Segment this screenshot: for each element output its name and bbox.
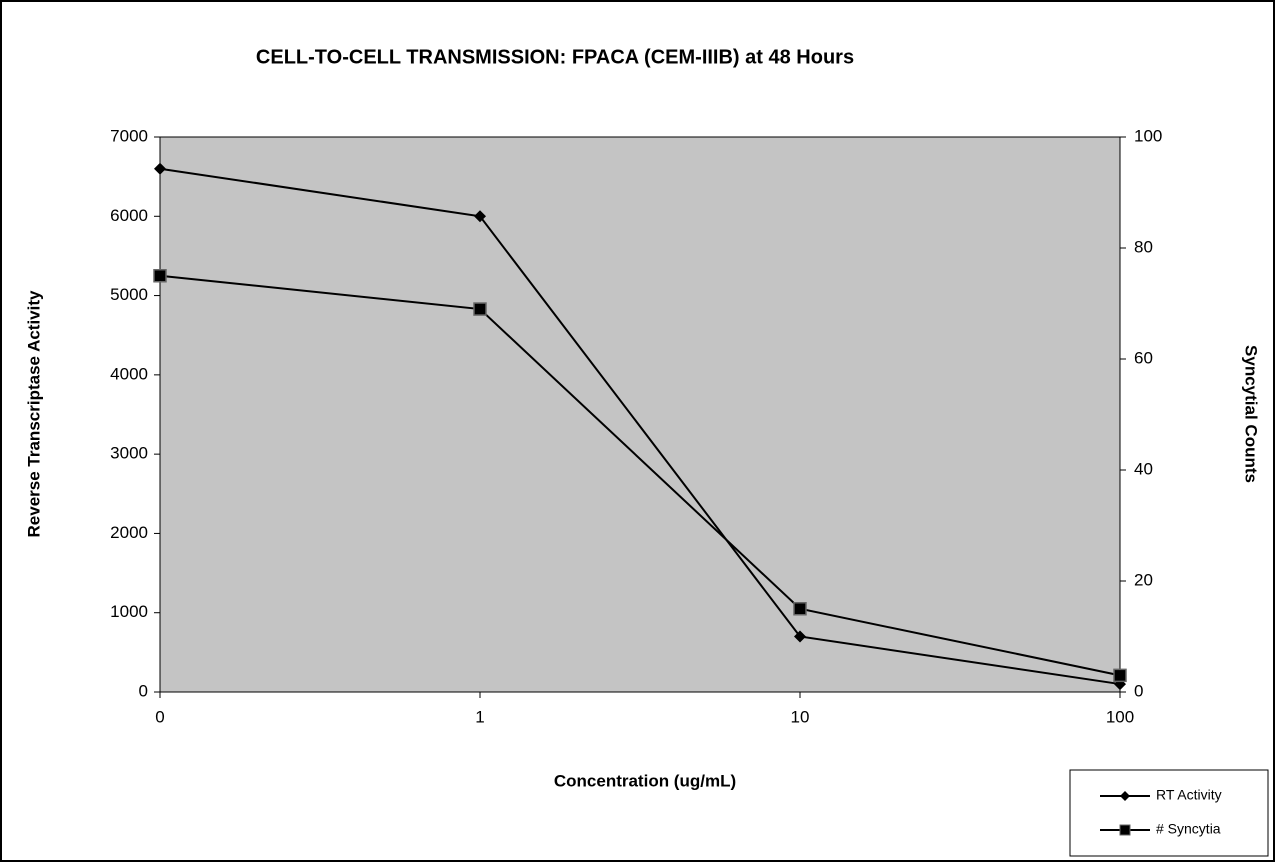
y2-axis-label: Syncytial Counts: [1242, 345, 1261, 483]
y-tick-label: 3000: [110, 444, 148, 463]
x-tick-label: 10: [791, 707, 810, 726]
data-point: [474, 210, 486, 223]
plot-area: [159, 136, 1121, 693]
series-line: [159, 167, 1121, 686]
x-axis-label: Concentration (ug/mL): [554, 771, 736, 790]
data-point: [154, 162, 166, 175]
y2-tick-label: 0: [1134, 681, 1143, 700]
y2-tick-label: 60: [1134, 348, 1153, 367]
y-tick-label: 6000: [110, 206, 148, 225]
data-point: [1113, 668, 1127, 683]
data-point: [793, 602, 807, 616]
data-point: [153, 269, 167, 283]
y-tick-label: 5000: [110, 285, 148, 304]
y2-tick-label: 100: [1134, 126, 1162, 145]
series-line: [159, 274, 1121, 677]
chart-title: CELL-TO-CELL TRANSMISSION: FPACA (CEM-II…: [256, 46, 854, 68]
legend-marker: [1120, 791, 1130, 801]
legend-label: # Syncytia: [1156, 821, 1221, 837]
y-tick-label: 1000: [110, 602, 148, 621]
x-tick-label: 1: [475, 707, 484, 726]
legend-box: [1069, 769, 1269, 857]
y2-tick-label: 20: [1134, 570, 1153, 589]
legend-marker: [1119, 824, 1131, 836]
y-axis-label: Reverse Transcriptase Activity: [24, 290, 43, 537]
x-tick-label: 100: [1106, 707, 1134, 726]
y-tick-label: 2000: [110, 523, 148, 542]
y2-tick-label: 40: [1134, 459, 1153, 478]
y-tick-label: 7000: [110, 126, 148, 145]
data-point: [473, 302, 487, 316]
y-tick-label: 0: [139, 681, 148, 700]
y2-tick-label: 80: [1134, 237, 1153, 256]
legend-label: RT Activity: [1156, 787, 1222, 803]
data-point: [794, 630, 806, 643]
y-tick-label: 4000: [110, 364, 148, 383]
x-tick-label: 0: [155, 707, 164, 726]
